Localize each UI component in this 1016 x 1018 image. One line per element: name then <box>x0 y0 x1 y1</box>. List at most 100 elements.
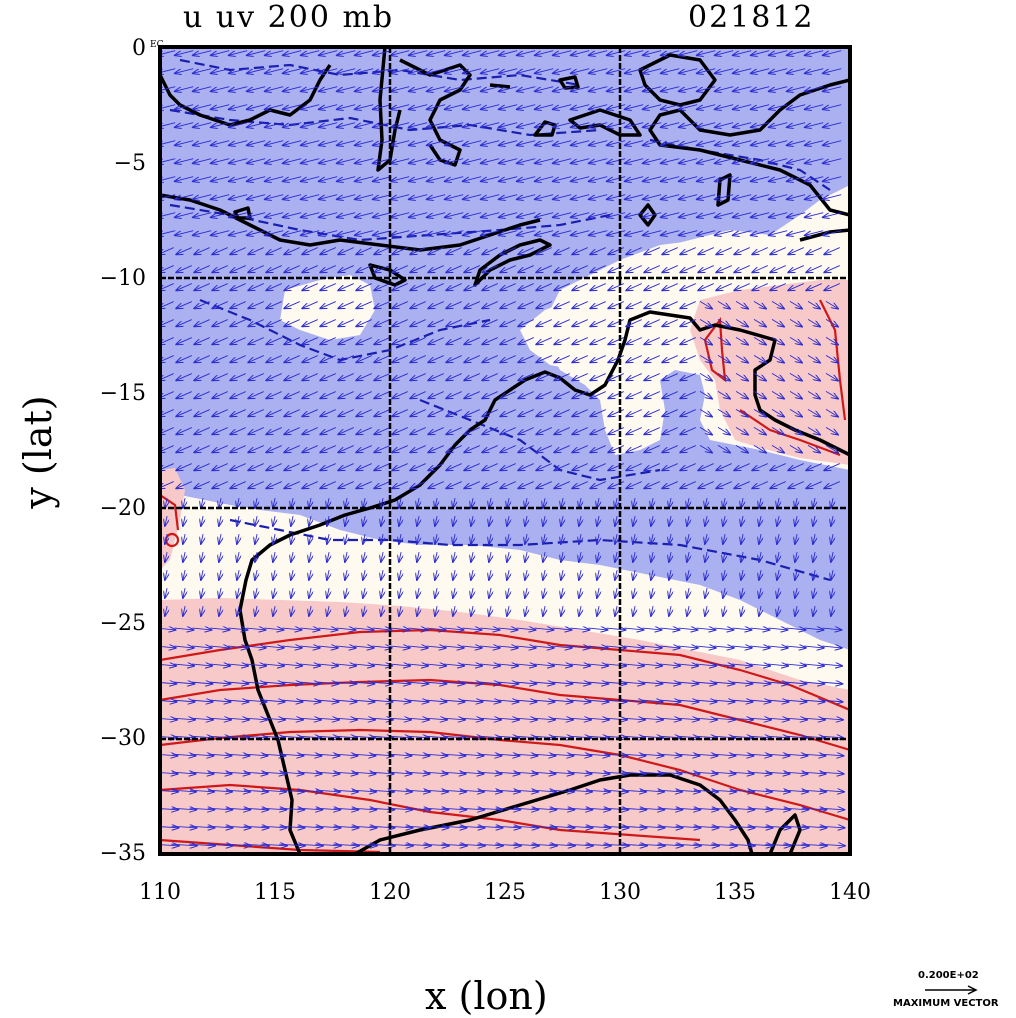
wind-vector <box>319 104 338 110</box>
wind-vector <box>733 158 752 164</box>
wind-vector <box>787 176 806 182</box>
wind-vector <box>518 301 534 309</box>
wind-vector <box>771 319 784 326</box>
wind-vector <box>356 247 372 255</box>
wind-vector <box>825 319 838 326</box>
wind-vector <box>463 86 482 92</box>
wind-vector <box>301 176 320 182</box>
wind-vector <box>212 355 228 363</box>
wind-vector <box>302 247 318 255</box>
wind-vector <box>284 265 300 273</box>
wind-vector <box>175 104 194 110</box>
wind-vector <box>391 194 410 200</box>
wind-vector <box>607 176 626 182</box>
wind-vector <box>553 86 572 92</box>
wind-vector <box>355 194 374 200</box>
wind-vector <box>787 158 806 164</box>
wind-vector <box>716 265 732 273</box>
wind-vector <box>733 230 752 236</box>
wind-vector <box>338 283 354 291</box>
wind-vector <box>427 140 446 146</box>
wind-vector <box>160 122 176 128</box>
wind-vector <box>374 337 390 345</box>
wind-vector <box>517 50 536 56</box>
wind-vector <box>536 301 552 309</box>
wind-vector <box>589 68 608 74</box>
wind-vector <box>500 247 516 255</box>
wind-vector <box>247 68 266 74</box>
wind-vector <box>536 265 552 273</box>
wind-vector <box>265 140 284 146</box>
wind-vector <box>571 140 590 146</box>
wind-vector <box>283 86 302 92</box>
wind-vector <box>788 283 804 291</box>
wind-vector <box>229 50 248 56</box>
wind-vector <box>787 68 806 74</box>
wind-vector <box>571 194 590 200</box>
wind-vector <box>175 50 194 56</box>
wind-vector <box>247 158 266 164</box>
wind-vector <box>787 230 806 236</box>
wind-vector <box>590 283 606 291</box>
wind-vector <box>589 176 608 182</box>
wind-vector <box>175 176 194 182</box>
wind-vector <box>789 391 802 398</box>
wind-vector <box>391 50 410 56</box>
wind-vector <box>661 212 680 218</box>
wind-vector <box>194 319 210 327</box>
wind-vector <box>373 158 392 164</box>
wind-vector <box>771 337 784 344</box>
wind-vector <box>410 247 426 255</box>
wind-vector <box>699 373 712 380</box>
wind-vector <box>499 104 518 110</box>
wind-vector <box>662 337 678 345</box>
wind-vector <box>283 140 302 146</box>
wind-vector <box>715 140 734 146</box>
wind-vectors <box>160 50 845 846</box>
wind-vector <box>805 194 824 200</box>
wind-vector <box>715 158 734 164</box>
wind-vector <box>319 140 338 146</box>
wind-vector <box>428 265 444 273</box>
wind-vector <box>770 247 786 255</box>
wind-vector <box>229 86 248 92</box>
wind-vector <box>517 122 536 128</box>
wind-vector <box>789 337 802 344</box>
wind-vector <box>175 122 194 128</box>
wind-vector <box>733 86 752 92</box>
wind-vector <box>320 301 336 309</box>
wind-vector <box>717 337 730 344</box>
wind-vector <box>590 265 606 273</box>
wind-vector <box>373 230 392 236</box>
wind-vector <box>661 176 680 182</box>
wind-vector <box>697 68 716 74</box>
wind-vector <box>753 391 766 398</box>
wind-vector <box>337 86 356 92</box>
wind-vector <box>355 86 374 92</box>
wind-vector <box>338 355 354 363</box>
wind-vector <box>301 194 320 200</box>
wind-vector <box>337 50 356 56</box>
wind-vector <box>409 230 428 236</box>
wind-vector <box>284 283 300 291</box>
wind-vector <box>662 373 678 381</box>
wind-vector <box>391 122 410 128</box>
wind-vector <box>481 122 500 128</box>
wind-vector <box>283 122 302 128</box>
wind-vector <box>607 86 626 92</box>
wind-vector <box>626 355 642 363</box>
wind-vector <box>788 247 804 255</box>
wind-vector <box>283 68 302 74</box>
wind-vector <box>446 373 462 381</box>
wind-vector <box>625 86 644 92</box>
wind-vector <box>338 337 354 345</box>
wind-vector <box>337 212 356 218</box>
wind-vector <box>716 283 732 291</box>
wind-vector <box>283 104 302 110</box>
wind-vector <box>500 355 516 363</box>
wind-vector <box>769 140 788 146</box>
wind-vector <box>679 212 698 218</box>
wind-vector <box>679 122 698 128</box>
wind-vector <box>445 86 464 92</box>
wind-vector <box>211 212 230 218</box>
